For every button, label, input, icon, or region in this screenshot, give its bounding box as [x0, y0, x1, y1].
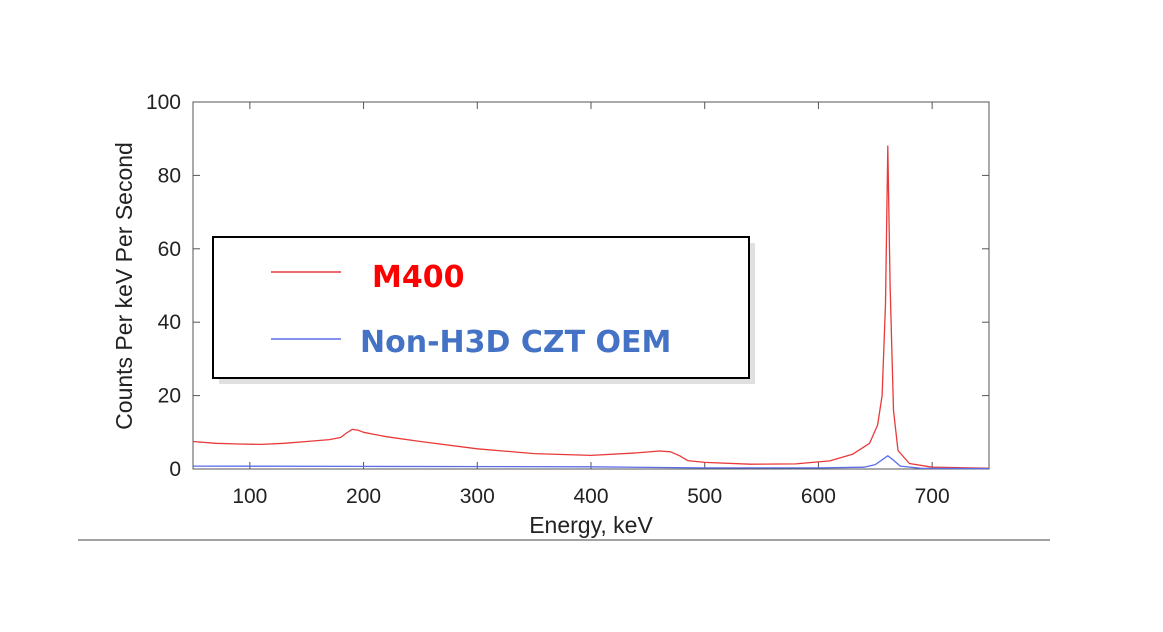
- series-layer: [192, 145, 990, 470]
- y-tick-label: 20: [158, 385, 181, 408]
- x-axis-title: Energy, keV: [529, 512, 653, 538]
- x-tick-label: 200: [346, 485, 381, 508]
- x-axis: 100 200 300 400 500 600 700: [232, 102, 950, 508]
- series-line-non-h3d-czt-oem: [192, 455, 990, 470]
- y-tick-label: 80: [158, 164, 181, 187]
- legend-label-non-h3d-czt-oem: Non-H3D CZT OEM: [360, 325, 671, 360]
- y-tick-label: 60: [158, 238, 181, 261]
- x-tick-label: 400: [573, 485, 608, 508]
- y-axis: 0 20 40 60 80 100: [146, 91, 989, 481]
- x-tick-label: 600: [801, 485, 836, 508]
- legend-label-m400: M400: [372, 260, 464, 295]
- y-axis-title: Counts Per keV Per Second: [111, 142, 137, 430]
- series-line-m400: [192, 145, 990, 469]
- y-tick-label: 40: [158, 311, 181, 334]
- x-tick-label: 700: [915, 485, 950, 508]
- legend: M400 Non-H3D CZT OEM: [212, 236, 755, 384]
- x-tick-label: 300: [460, 485, 495, 508]
- legend-box: [212, 236, 750, 379]
- y-tick-label: 0: [169, 458, 181, 481]
- x-tick-label: 100: [232, 485, 267, 508]
- y-tick-label: 100: [146, 91, 181, 114]
- x-tick-label: 500: [687, 485, 722, 508]
